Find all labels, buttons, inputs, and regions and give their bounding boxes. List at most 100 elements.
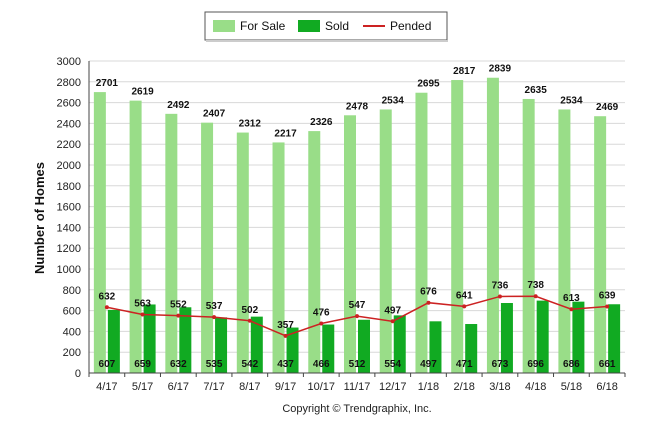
bar-sold: [107, 309, 120, 373]
data-label-for-sale: 2701: [96, 78, 119, 89]
bar-sold: [286, 327, 299, 373]
gridlines: [89, 60, 625, 353]
y-tick-label: 800: [63, 285, 81, 297]
bar-sold: [215, 317, 228, 373]
pended-point: [426, 300, 431, 305]
data-label-pended: 357: [277, 320, 294, 331]
pended-point: [605, 304, 610, 309]
pended-point: [283, 333, 288, 338]
data-label-pended: 632: [99, 291, 116, 302]
data-label-sold: 471: [456, 359, 473, 370]
x-tick-labels: 4/17 5/17 6/17 7/17 8/17 9/17 10/17 11/17 12/17 1…: [96, 381, 618, 393]
data-label-sold: 659: [134, 359, 151, 370]
x-tick-label: 8/17: [239, 381, 260, 393]
y-axis-label: Number of Homes: [32, 162, 47, 274]
data-label-for-sale: 2534: [382, 95, 405, 106]
copyright-text: Copyright © Trendgraphix, Inc.: [282, 403, 431, 415]
bar-sold: [358, 319, 370, 373]
x-tick-label: 2/18: [453, 381, 474, 393]
legend-swatch-sold: [298, 20, 320, 32]
legend-box: [204, 11, 448, 41]
x-tick-label: 7/17: [203, 381, 224, 393]
x-tick-label: 5/18: [561, 381, 582, 393]
pended-point: [104, 305, 109, 310]
data-label-sold: 542: [241, 359, 258, 370]
data-label-for-sale: 2469: [596, 102, 619, 113]
bar-for-sale: [558, 109, 571, 374]
x-tick-label: 9/17: [275, 381, 296, 393]
pended-point: [319, 321, 324, 326]
pended-point: [355, 314, 359, 319]
y-tick-label: 600: [63, 306, 81, 318]
bar-for-sale: [165, 113, 178, 373]
y-tick-label: 1200: [57, 243, 81, 255]
pended-point: [140, 312, 145, 317]
bar-for-sale: [308, 131, 321, 373]
data-label-sold: 554: [384, 359, 401, 370]
bar-for-sale: [201, 122, 214, 373]
data-label-pended: 497: [384, 305, 401, 316]
x-tick-label: 10/17: [308, 381, 336, 393]
y-tick-label: 200: [63, 347, 81, 359]
y-tick-label: 0: [75, 368, 81, 380]
data-label-pended: 537: [206, 301, 223, 312]
data-label-for-sale: 2492: [167, 100, 190, 111]
data-label-sold: 686: [563, 359, 580, 370]
data-label-pended: 547: [349, 300, 366, 311]
bar-sold: [179, 307, 192, 373]
pended-point: [390, 319, 395, 324]
axes: [88, 61, 626, 377]
y-tick-label: 2600: [57, 98, 81, 110]
data-label-sold: 696: [527, 359, 544, 370]
bar-sold: [500, 303, 513, 373]
bar-sold: [536, 300, 549, 373]
legend-swatch-for-sale: [213, 20, 235, 32]
data-label-for-sale: 2407: [203, 109, 226, 120]
data-label-for-sale: 2695: [417, 79, 440, 90]
for-sale-bars: [93, 77, 607, 374]
bar-for-sale: [486, 77, 499, 373]
data-label-sold: 673: [492, 359, 509, 370]
pended-point: [569, 307, 574, 312]
data-label-for-sale: 2619: [131, 87, 154, 98]
x-tick-label: 12/17: [379, 381, 407, 393]
data-label-sold: 632: [170, 359, 187, 370]
legend-label-for-sale: For Sale: [240, 19, 286, 33]
bar-for-sale: [236, 132, 249, 373]
bar-for-sale: [379, 109, 392, 374]
data-label-pended: 563: [134, 298, 151, 309]
bar-for-sale: [415, 92, 428, 373]
bar-for-sale: [594, 116, 607, 373]
data-label-pended: 738: [527, 280, 544, 291]
y-tick-label: 1400: [57, 222, 81, 234]
pended-point: [212, 315, 217, 320]
y-tick-label: 1600: [57, 202, 81, 214]
data-label-pended: 476: [313, 307, 330, 318]
legend: For Sale Sold Pended: [204, 11, 448, 42]
y-tick-label: 2800: [57, 77, 81, 89]
pended-point: [247, 318, 252, 323]
x-tick-label: 4/17: [96, 381, 117, 393]
x-tick-label: 1/18: [418, 381, 439, 393]
legend-label-pended: Pended: [390, 19, 431, 33]
data-label-sold: 512: [349, 359, 366, 370]
bar-for-sale: [272, 142, 285, 373]
pended-line-group: [104, 294, 610, 338]
sold-bars: [107, 300, 621, 373]
y-tick-label: 400: [63, 326, 81, 338]
legend-label-sold: Sold: [325, 19, 349, 33]
data-label-pended: 736: [492, 280, 509, 291]
bar-for-sale: [93, 92, 106, 373]
legend-shadow: [206, 40, 448, 42]
pended-point: [176, 313, 181, 318]
pended-point: [533, 294, 538, 299]
data-label-for-sale: 2217: [274, 128, 297, 139]
data-label-for-sale: 2326: [310, 117, 333, 128]
data-label-sold: 437: [277, 359, 294, 370]
bar-sold: [143, 304, 156, 373]
x-tick-label: 5/17: [132, 381, 153, 393]
y-tick-label: 1000: [57, 264, 81, 276]
data-label-pended: 552: [170, 300, 187, 311]
data-label-pended: 613: [563, 293, 580, 304]
